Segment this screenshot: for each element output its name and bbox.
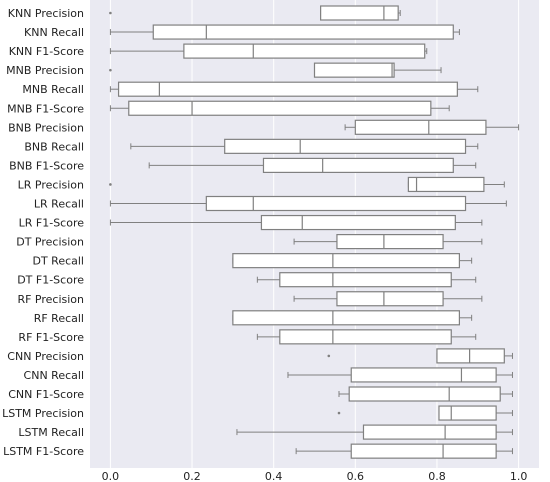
box-iqr (350, 443, 497, 459)
box-row (130, 138, 479, 154)
box-iqr (407, 176, 485, 193)
y-tick-label: BNB Precision (8, 121, 84, 134)
box-iqr (224, 138, 467, 154)
boxes (109, 5, 520, 459)
y-tick-label: CNN F1-Score (8, 388, 84, 401)
box-iqr (232, 253, 461, 269)
box-iqr (152, 24, 454, 40)
y-tick-label: BNB F1-Score (9, 159, 84, 172)
box-row (293, 291, 483, 307)
y-tick-label: LR Precision (18, 178, 84, 191)
y-tick-label: LR F1-Score (19, 217, 85, 230)
x-tick-label: 0.8 (428, 470, 446, 482)
y-tick-label: MNB F1-Score (7, 102, 84, 115)
y-tick-label: KNN Recall (24, 26, 84, 39)
x-tick-labels: 0.0 0.2 0.4 0.6 0.8 1.0 (102, 470, 528, 482)
y-tick-label: LSTM F1-Score (3, 445, 84, 458)
outlier-point (109, 68, 112, 72)
box-iqr (350, 367, 497, 383)
box-row (109, 81, 479, 97)
box-row (293, 234, 483, 250)
box-row (109, 62, 442, 78)
box-iqr (348, 386, 501, 402)
box-row (232, 310, 473, 326)
box-iqr (362, 424, 497, 440)
box-iqr (205, 195, 467, 212)
box-iqr (436, 348, 505, 364)
y-tick-label: RF Recall (34, 312, 84, 325)
y-tick-label: LR Recall (34, 198, 84, 211)
box-row (327, 348, 513, 364)
box-row (236, 424, 513, 440)
x-tick-label: 0.2 (183, 470, 201, 482)
box-row (295, 443, 513, 459)
y-tick-label: RF F1-Score (18, 331, 84, 344)
box-row (109, 43, 428, 59)
x-tick-label: 0.4 (265, 470, 283, 482)
box-row (148, 157, 477, 173)
y-tick-label: MNB Precision (6, 64, 84, 77)
x-tick-label: 0.0 (102, 470, 120, 482)
box-row (109, 214, 483, 231)
y-tick-label: KNN F1-Score (9, 45, 85, 58)
box-iqr (262, 157, 454, 173)
y-tick-label: LSTM Precision (2, 407, 84, 420)
box-iqr (313, 62, 395, 78)
y-tick-label: DT Recall (32, 255, 84, 268)
y-tick-label: CNN Recall (24, 369, 84, 382)
y-tick-label: LSTM Recall (18, 426, 84, 439)
y-tick-label: BNB Recall (24, 140, 84, 153)
grid-lines (109, 0, 520, 468)
box-row (109, 5, 401, 21)
box-row (256, 272, 477, 288)
box-iqr (438, 405, 497, 421)
box-row (337, 405, 513, 421)
box-row (109, 100, 450, 116)
box-iqr (336, 291, 444, 307)
y-tick-label: DT Precision (16, 236, 84, 249)
y-tick-label: CNN Precision (7, 350, 84, 363)
y-tick-label: DT F1-Score (17, 274, 84, 287)
outlier-point (109, 183, 112, 186)
box-row (109, 195, 507, 212)
y-tick-label: MNB Recall (22, 83, 84, 96)
box-row (338, 386, 513, 402)
box-iqr (279, 329, 452, 345)
box-row (232, 253, 473, 269)
box-iqr (354, 119, 487, 135)
x-tick-label: 0.6 (347, 470, 365, 482)
box-iqr (128, 100, 432, 116)
box-iqr (232, 310, 461, 326)
outlier-point (109, 11, 112, 15)
y-tick-labels: KNN Precision KNN Recall KNN F1-Score MNB P… (2, 7, 84, 458)
box-row (109, 24, 460, 40)
outlier-point (337, 411, 341, 415)
box-iqr (260, 214, 456, 231)
box-row (287, 367, 513, 383)
box-iqr (117, 81, 458, 97)
box-row (256, 329, 477, 345)
box-iqr (183, 43, 426, 59)
box-row (344, 119, 520, 135)
outlier-point (327, 354, 331, 358)
y-tick-label: KNN Precision (8, 7, 84, 20)
box-iqr (320, 5, 399, 21)
x-tick-label: 1.0 (510, 470, 528, 482)
box-iqr (279, 272, 452, 288)
y-tick-label: RF Precision (17, 293, 84, 306)
box-iqr (336, 234, 444, 250)
box-row (109, 176, 505, 193)
